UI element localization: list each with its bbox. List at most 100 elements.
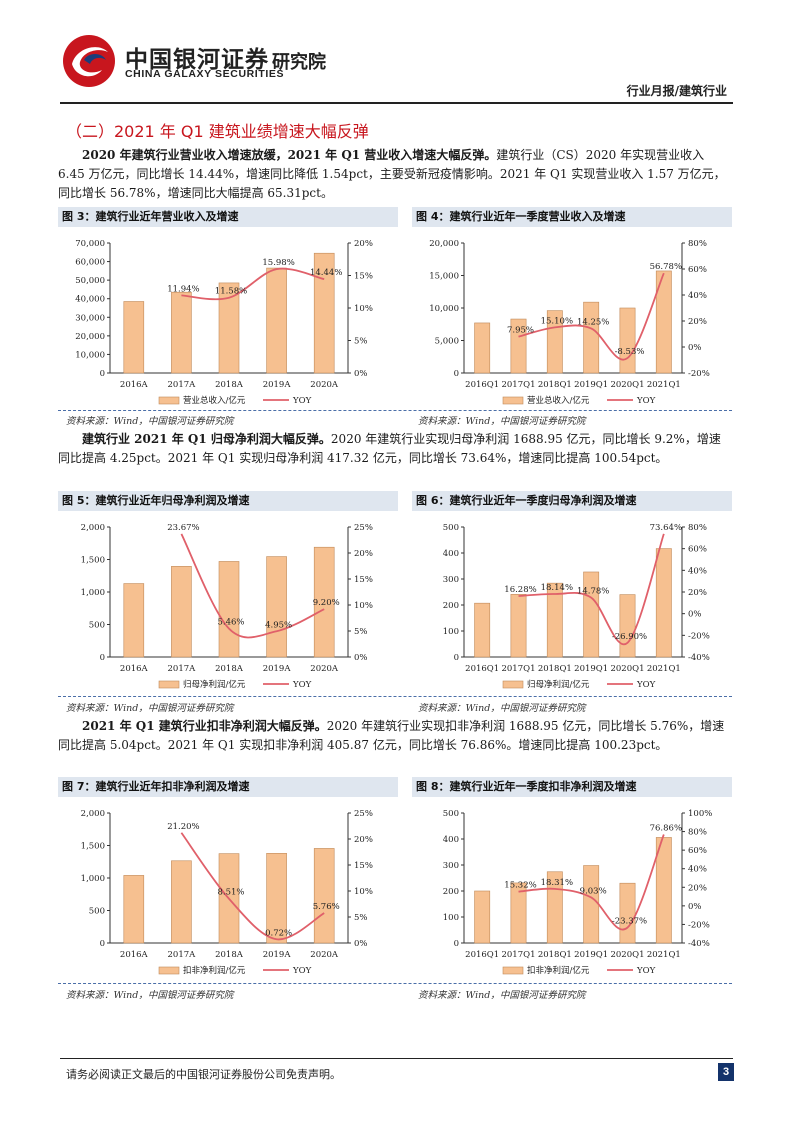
bar [266, 267, 287, 374]
x-tick-label: 2017Q1 [501, 380, 535, 390]
x-tick-label: 2018Q1 [538, 664, 572, 674]
y2-tick-label: 25% [354, 523, 373, 533]
y2-tick-label: 5% [354, 627, 368, 637]
paragraph-revenue: 2020 年建筑行业营业收入增速放缓，2021 年 Q1 营业收入增速大幅反弹。… [58, 146, 730, 203]
source-note: 资料来源：Wind，中国银河证券研究院 [66, 703, 234, 714]
footer-divider [60, 1058, 733, 1059]
y-tick-label: 10,000 [75, 350, 105, 360]
y-tick-label: 0 [100, 939, 105, 949]
legend-bar-swatch [158, 680, 180, 689]
y-tick-label: 60,000 [75, 258, 105, 268]
figure-title: 图 6：建筑行业近年一季度归母净利润及增速 [412, 491, 732, 511]
x-tick-label: 2016A [120, 380, 149, 390]
data-label: 5.46% [217, 618, 244, 628]
paragraph-deducted-profit: 2021 年 Q1 建筑行业扣非净利润大幅反弹。2020 年建筑行业实现扣非净利… [58, 717, 730, 755]
bar [546, 582, 563, 658]
bar [619, 594, 636, 658]
page-number: 3 [718, 1063, 734, 1081]
data-label: 14.25% [577, 317, 609, 327]
paragraph-lead: 2021 年 Q1 建筑行业扣非净利润大幅反弹。 [82, 719, 327, 733]
figure-4: 图 4：建筑行业近年一季度营业收入及增速 0 5,000 10,000 15,000 2… [412, 207, 732, 407]
figure-8: 图 8：建筑行业近年一季度扣非净利润及增速 0 100 200 300 400 500 -4… [412, 777, 732, 977]
chart-net-profit-q1: 0 100 200 300 400 500 -40% -20% 0% 20% 40% 60% 80% 20… [443, 523, 710, 690]
data-label: 14.78% [577, 587, 609, 597]
source-divider [58, 696, 732, 697]
y-tick-label: 20,000 [75, 332, 105, 342]
y-tick-label: 200 [443, 887, 459, 897]
bar [218, 561, 240, 658]
paragraph-lead: 建筑行业 2021 年 Q1 归母净利润大幅反弹。 [82, 432, 331, 446]
y2-tick-label: 40% [688, 291, 707, 301]
x-tick-label: 2019Q1 [574, 950, 608, 960]
y2-tick-label: -20% [688, 631, 710, 641]
data-label: 7.95% [507, 326, 534, 336]
x-tick-label: 2017A [168, 950, 197, 960]
x-tick-label: 2016Q1 [465, 380, 499, 390]
x-tick-label: 2020A [310, 950, 339, 960]
data-label: 11.94% [167, 284, 199, 294]
data-label: 18.31% [541, 878, 573, 888]
legend-bar-swatch [158, 396, 180, 405]
paragraph-body: 2020 年建筑行业实现归母净利润 1688.95 亿元，同比增长 9.2%，增… [58, 432, 721, 465]
y-tick-label: 0 [100, 653, 105, 663]
legend-bar-label: 归母净利润/亿元 [527, 679, 590, 690]
data-label: -23.37% [612, 917, 647, 927]
x-tick-label: 2019A [263, 950, 292, 960]
bar [583, 571, 600, 658]
bar [313, 546, 335, 658]
y2-tick-label: 15% [354, 272, 373, 282]
figure-title: 图 8：建筑行业近年一季度扣非净利润及增速 [412, 777, 732, 797]
footer-disclaimer: 请务必阅读正文最后的中国银河证券股份公司免责声明。 [66, 1068, 341, 1081]
x-tick-label: 2016A [120, 950, 149, 960]
bar [474, 890, 491, 944]
y2-tick-label: 60% [688, 265, 707, 275]
x-tick-label: 2018Q1 [538, 950, 572, 960]
legend-bar-swatch [502, 680, 524, 689]
source-note: 资料来源：Wind，中国银河证券研究院 [66, 990, 234, 1001]
chart-deducted-profit-q1: 0 100 200 300 400 500 -40% -20% 0% 20% 40% 60% 80% 10… [443, 809, 713, 976]
x-tick-label: 2019A [263, 664, 292, 674]
x-tick-label: 2018A [215, 950, 244, 960]
bar [619, 882, 636, 944]
x-tick-label: 2017Q1 [501, 950, 535, 960]
legend-bar-label: 归母净利润/亿元 [183, 679, 246, 690]
data-label: 4.95% [265, 620, 292, 630]
data-label: 9.20% [313, 598, 340, 608]
y-tick-label: 20,000 [429, 239, 459, 249]
y2-tick-label: 40% [688, 865, 707, 875]
y-tick-label: 10,000 [429, 304, 459, 314]
x-tick-label: 2018A [215, 664, 244, 674]
y-tick-label: 400 [443, 549, 459, 559]
y2-tick-label: 25% [354, 809, 373, 819]
x-tick-label: 2016A [120, 664, 149, 674]
y-tick-label: 1,000 [81, 588, 105, 598]
source-note: 资料来源：Wind，中国银河证券研究院 [66, 416, 234, 427]
data-label: 21.20% [167, 822, 199, 832]
section-title: （二）2021 年 Q1 建筑业绩增速大幅反弹 [66, 122, 369, 141]
y2-tick-label: 20% [354, 239, 373, 249]
legend-line-label: YOY [292, 966, 312, 976]
y-tick-label: 2,000 [81, 809, 105, 819]
data-label: 15.32% [504, 881, 536, 891]
y2-tick-label: 10% [354, 601, 373, 611]
bar [123, 301, 145, 374]
legend-bar-label: 扣非净利润/亿元 [527, 965, 590, 976]
x-tick-label: 2020A [310, 664, 339, 674]
x-tick-label: 2017A [168, 380, 197, 390]
y2-tick-label: 0% [688, 343, 702, 353]
y-tick-label: 1,500 [81, 556, 105, 566]
chart-revenue-annual: 0 10,000 20,000 30,000 40,000 50,000 60,000 70,… [75, 239, 373, 406]
data-label: 76.86% [650, 823, 682, 833]
yoy-line [180, 533, 325, 639]
figure-5: 图 5：建筑行业近年归母净利润及增速 0 500 1,000 1,500 2,000 0%… [58, 491, 398, 691]
y-tick-label: 500 [443, 523, 459, 533]
source-note: 资料来源：Wind，中国银河证券研究院 [418, 416, 586, 427]
x-tick-label: 2020Q1 [610, 664, 644, 674]
legend-bar-label: 营业总收入/亿元 [527, 395, 590, 406]
y-tick-label: 0 [454, 653, 459, 663]
x-tick-label: 2017A [168, 664, 197, 674]
y-tick-label: 0 [454, 369, 459, 379]
legend-bar-swatch [502, 396, 524, 405]
data-label: -8.53% [615, 347, 645, 357]
data-label: 15.98% [262, 258, 294, 268]
